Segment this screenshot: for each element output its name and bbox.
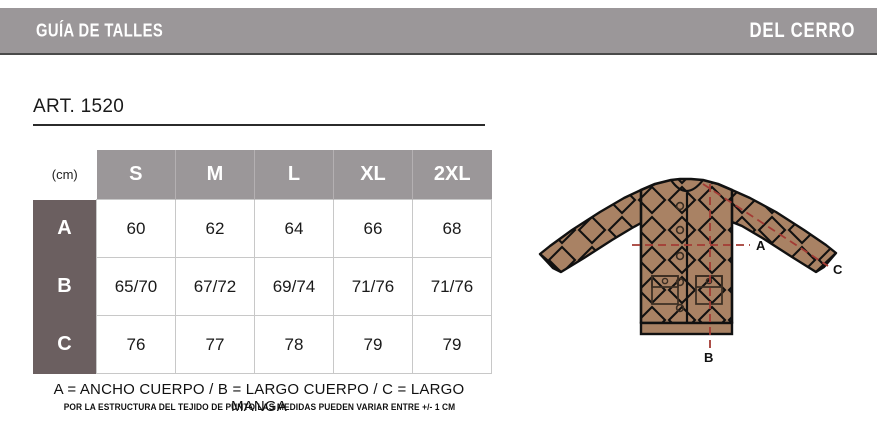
brand-logo-text: DEL CERRO xyxy=(749,18,855,42)
cell-c-s: 76 xyxy=(96,315,176,374)
measure-line-c xyxy=(702,183,829,267)
hem-band xyxy=(641,323,732,334)
table-header-row: (cm) S M L XL 2XL xyxy=(33,150,492,200)
page-title: GUÍA DE TALLES xyxy=(36,20,191,41)
left-cuff-line xyxy=(539,253,562,273)
disclaimer-text-inner: POR LA ESTRUCTURA DEL TEJIDO DE PUNTO LA… xyxy=(63,402,455,412)
cell-b-s: 65/70 xyxy=(96,257,176,316)
article-divider xyxy=(33,124,485,126)
page-title-text: GUÍA DE TALLES xyxy=(36,20,164,40)
garment-illustration: A B C xyxy=(528,168,873,363)
table-row: A 60 62 64 66 68 xyxy=(33,199,492,258)
measure-label-c: C xyxy=(833,262,843,277)
size-header-m: M xyxy=(175,150,255,200)
size-header-l: L xyxy=(254,150,334,200)
unit-label: (cm) xyxy=(33,150,97,200)
cell-a-s: 60 xyxy=(96,199,176,258)
legend-text: A = ANCHO CUERPO / B = LARGO CUERPO / C … xyxy=(53,381,465,415)
cell-c-2xl: 79 xyxy=(412,315,492,374)
button-icon xyxy=(675,201,685,211)
cell-a-m: 62 xyxy=(175,199,255,258)
button-icon xyxy=(675,303,685,313)
cell-b-xl: 71/76 xyxy=(333,257,413,316)
measure-label-a: A xyxy=(756,238,766,253)
pocket-button-icon xyxy=(661,277,669,285)
size-header-s: S xyxy=(96,150,176,200)
header-bar: GUÍA DE TALLES DEL CERRO xyxy=(0,8,877,55)
button-icon xyxy=(675,225,685,235)
button-icon xyxy=(675,277,685,287)
cell-b-l: 69/74 xyxy=(254,257,334,316)
cell-a-2xl: 68 xyxy=(412,199,492,258)
cell-a-l: 64 xyxy=(254,199,334,258)
row-label-b: B xyxy=(33,257,97,316)
right-pocket-flap xyxy=(695,275,723,288)
table-row: C 76 77 78 79 79 xyxy=(33,315,492,374)
cell-c-m: 77 xyxy=(175,315,255,374)
article-code: ART. 1520 xyxy=(33,96,125,117)
table-row: B 65/70 67/72 69/74 71/76 71/76 xyxy=(33,257,492,316)
cell-c-xl: 79 xyxy=(333,315,413,374)
left-pocket-flap xyxy=(651,275,679,288)
size-table: (cm) S M L XL 2XL A 60 62 64 66 68 B 65/… xyxy=(33,150,492,374)
cell-b-m: 67/72 xyxy=(175,257,255,316)
right-cuff-line xyxy=(815,252,837,273)
size-header-2xl: 2XL xyxy=(412,150,492,200)
cell-c-l: 78 xyxy=(254,315,334,374)
pocket-button-icon xyxy=(705,277,713,285)
collar-icon xyxy=(670,179,704,193)
row-label-c: C xyxy=(33,315,97,374)
brand-logo: DEL CERRO xyxy=(723,19,855,43)
size-header-xl: XL xyxy=(333,150,413,200)
cell-a-xl: 66 xyxy=(333,199,413,258)
disclaimer-text: POR LA ESTRUCTURA DEL TEJIDO DE PUNTO LA… xyxy=(33,402,485,412)
button-icon xyxy=(675,251,685,261)
row-label-a: A xyxy=(33,199,97,258)
measure-label-b: B xyxy=(704,350,713,363)
article-block: ART. 1520 xyxy=(33,96,485,126)
cell-b-2xl: 71/76 xyxy=(412,257,492,316)
